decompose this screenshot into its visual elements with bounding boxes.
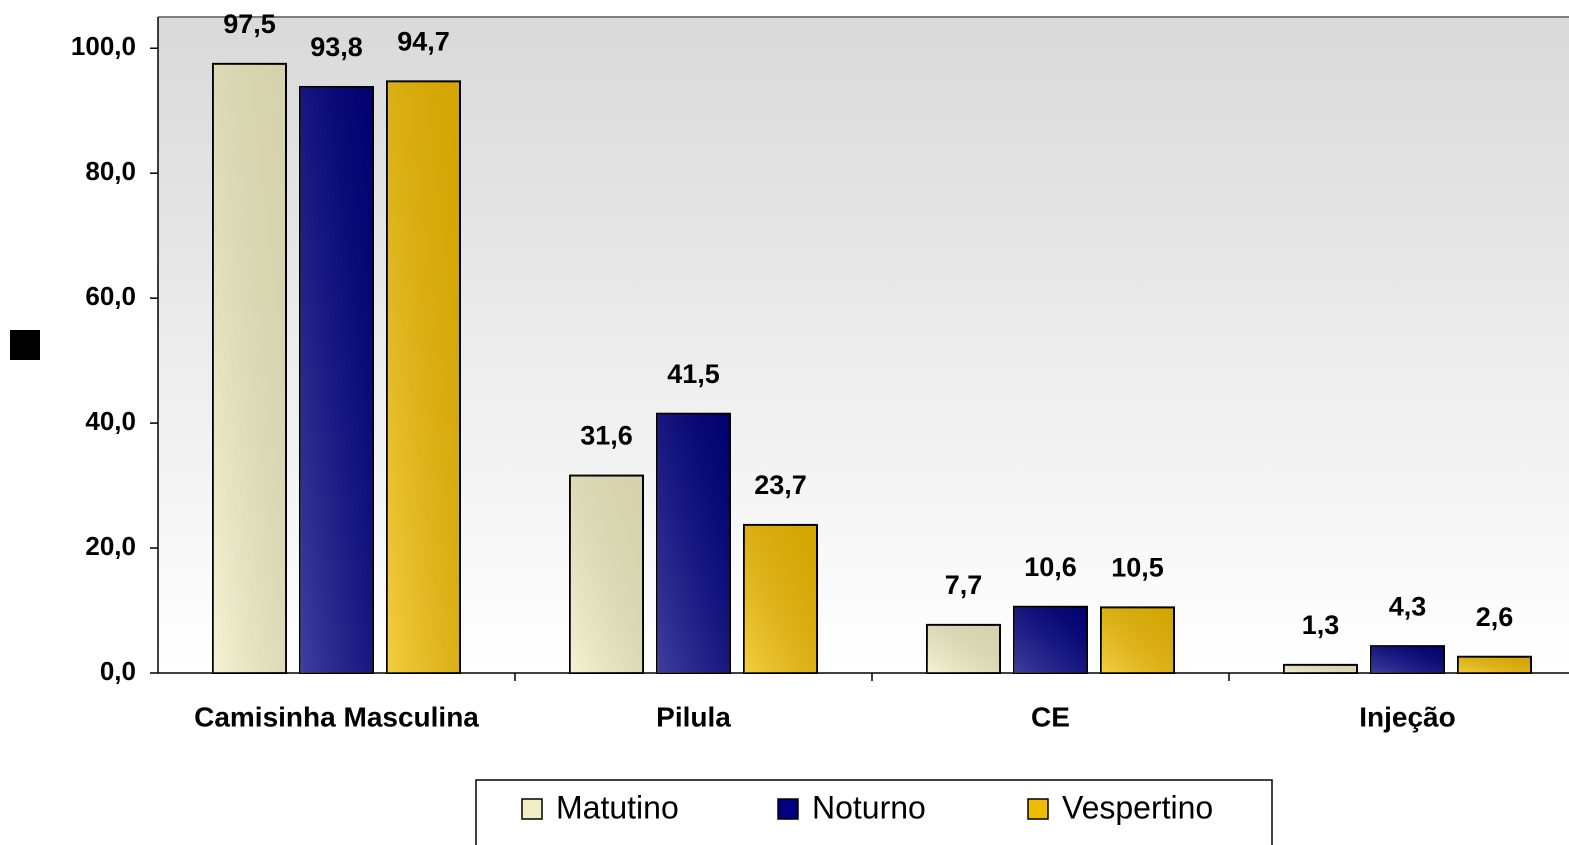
value-label: 7,7 (945, 570, 983, 600)
axis-glyph (10, 330, 40, 360)
legend-swatch (1027, 798, 1049, 820)
y-tick-label: 80,0 (85, 156, 136, 186)
bar (1100, 606, 1175, 675)
bar (926, 623, 1001, 674)
x-tick-label: Injeção (1359, 701, 1455, 732)
bar (299, 85, 374, 675)
bar (1283, 663, 1358, 675)
value-label: 10,6 (1024, 552, 1077, 582)
legend-box (475, 779, 1273, 845)
legend-swatch (521, 798, 543, 820)
x-tick-label: Pilula (656, 701, 731, 732)
y-tick-label: 0,0 (100, 656, 136, 686)
legend-label: Noturno (812, 789, 926, 825)
value-label: 2,6 (1476, 602, 1514, 632)
legend-label: Matutino (556, 789, 679, 825)
value-label: 4,3 (1389, 591, 1427, 621)
value-label: 23,7 (754, 470, 807, 500)
bar (1370, 645, 1445, 675)
x-tick-label: Camisinha Masculina (194, 701, 479, 732)
bar (1457, 655, 1532, 674)
x-tick-label: CE (1031, 701, 1070, 732)
value-label: 41,5 (667, 359, 720, 389)
y-tick-label: 60,0 (85, 281, 136, 311)
y-tick-label: 40,0 (85, 406, 136, 436)
bar (386, 80, 461, 675)
y-tick-label: 100,0 (71, 31, 136, 61)
value-label: 31,6 (580, 421, 633, 451)
legend-label: Vespertino (1062, 789, 1213, 825)
bar (212, 62, 287, 675)
value-label: 1,3 (1302, 610, 1340, 640)
value-label: 97,5 (223, 9, 276, 39)
bar (569, 474, 644, 674)
value-label: 94,7 (397, 26, 450, 56)
bar (656, 412, 731, 674)
value-label: 10,5 (1111, 553, 1164, 583)
bar (743, 523, 818, 675)
legend-swatch (777, 798, 799, 820)
value-label: 93,8 (310, 32, 363, 62)
bar (1013, 605, 1088, 674)
y-tick-label: 20,0 (85, 531, 136, 561)
